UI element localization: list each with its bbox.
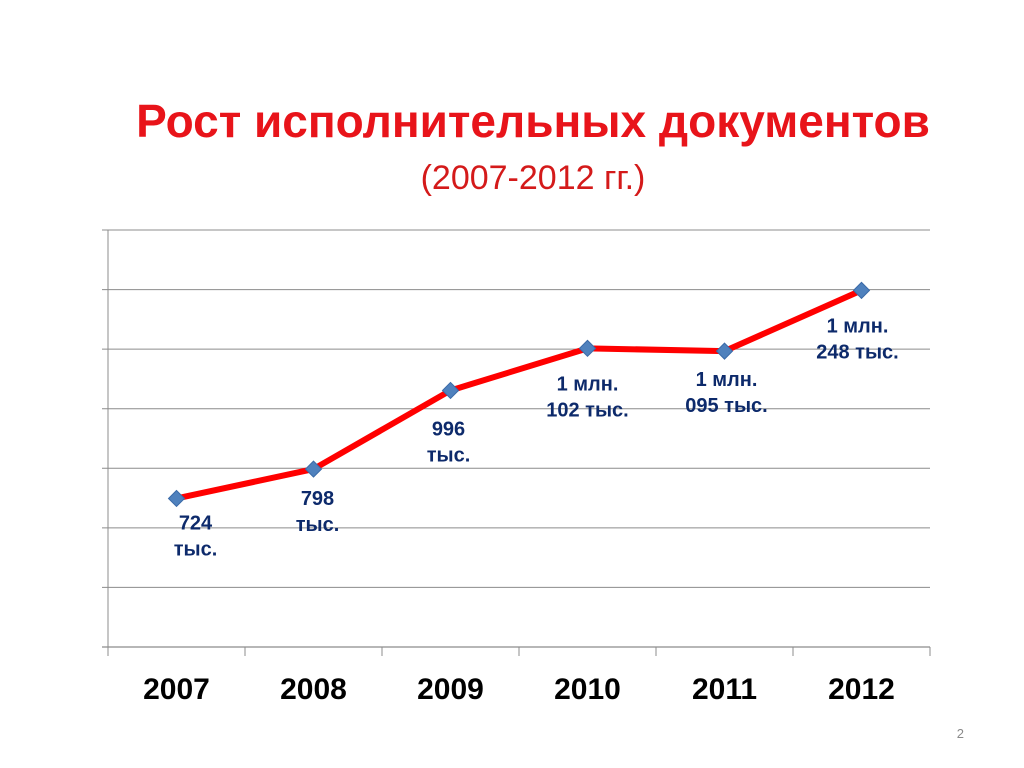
data-markers — [167, 281, 871, 508]
x-axis — [102, 230, 931, 656]
chart-subtitle: (2007-2012 гг.) — [420, 159, 646, 197]
page-number: 2 — [956, 726, 964, 741]
series-line-path — [173, 287, 865, 502]
data-label: 102 тыс. — [546, 399, 628, 421]
x-tick-label: 2007 — [143, 673, 210, 706]
x-tick-label: 2008 — [280, 673, 347, 706]
data-point-marker — [578, 339, 597, 358]
data-label: тыс. — [296, 514, 340, 536]
data-label: 724 — [179, 512, 213, 534]
data-point-marker — [441, 381, 460, 400]
x-tick-label: 2012 — [828, 673, 895, 706]
x-tick-label: 2010 — [554, 673, 621, 706]
chart-title: Рост исполнительных документов — [136, 95, 930, 147]
x-tick-label: 2011 — [692, 673, 757, 706]
x-tick-label: 2009 — [417, 673, 484, 706]
data-label: тыс. — [174, 538, 218, 560]
data-label: 1 млн. — [827, 315, 889, 337]
data-point-marker — [715, 342, 734, 360]
data-label: 1 млн. — [696, 369, 758, 391]
x-tick-labels: 2007 2008 2009 2010 2011 2012 — [143, 673, 895, 706]
gridlines — [102, 229, 930, 588]
data-label: 095 тыс. — [685, 395, 767, 417]
data-point-marker — [167, 489, 186, 508]
data-label: 996 — [432, 418, 465, 440]
data-label: 1 млн. — [557, 373, 619, 395]
data-label: 248 тыс. — [816, 341, 898, 363]
data-point-marker — [304, 460, 323, 478]
series-line — [173, 287, 865, 502]
data-label: 798 — [301, 488, 334, 510]
data-labels: 724 тыс. 798 тыс. 996 тыс. 1 млн. 102 тыс. 1 млн… — [174, 315, 899, 560]
data-point-marker — [852, 281, 871, 300]
data-label: тыс. — [427, 444, 471, 466]
